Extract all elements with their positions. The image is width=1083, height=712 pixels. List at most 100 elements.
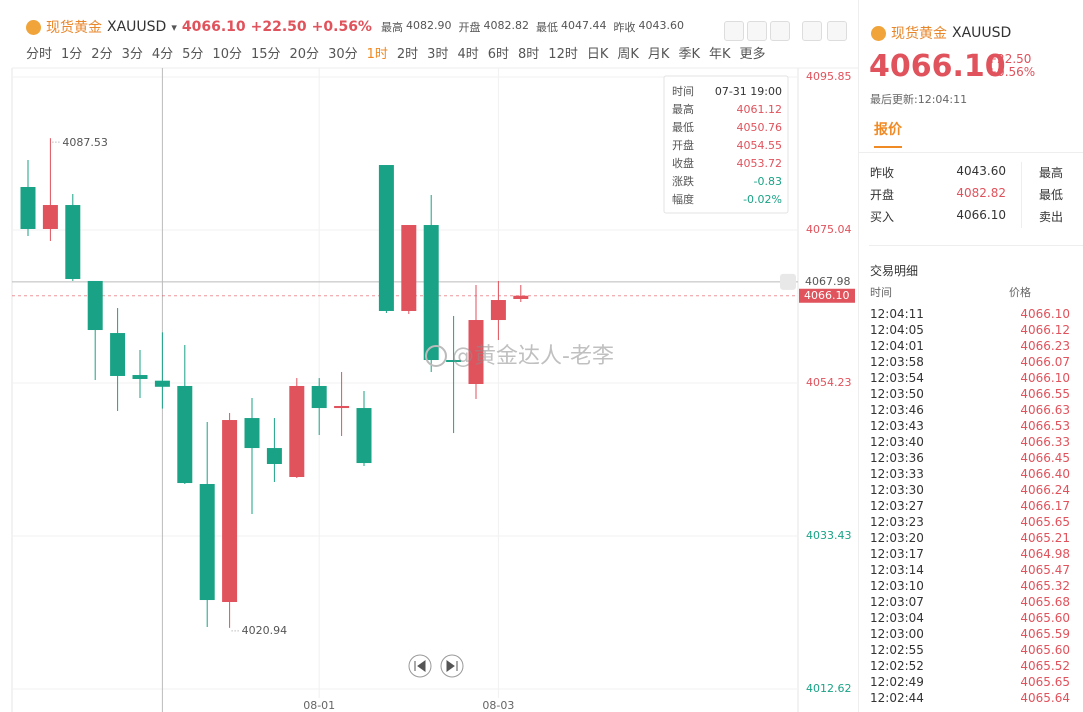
- timeframe[interactable]: 1分: [61, 47, 83, 62]
- tooltip-label: 最高: [672, 102, 694, 116]
- y-tick-label: 4012.62: [806, 682, 852, 695]
- trade-time: 12:03:04: [870, 611, 924, 625]
- trade-time: 12:02:49: [870, 675, 924, 689]
- tooltip-value: 07-31 19:00: [715, 85, 782, 98]
- change: +22.50: [987, 52, 1032, 66]
- alert-icon: [780, 273, 796, 290]
- dropdown-arrow[interactable]: ▾: [171, 20, 177, 34]
- timeframe[interactable]: 4时: [457, 47, 479, 62]
- stat-value: 4082.90: [405, 19, 452, 32]
- watermark-icon: [425, 345, 447, 367]
- trade-price: 4066.10: [1020, 371, 1070, 385]
- high-annotation: 4087.53: [62, 136, 108, 149]
- tooltip-value: -0.83: [754, 175, 782, 188]
- timeframe[interactable]: 20分: [289, 47, 320, 62]
- trade-row: 12:03:54 4066.10: [870, 371, 1070, 387]
- candle-body: [199, 483, 215, 601]
- candle-body: [244, 418, 260, 449]
- trade-time: 12:04:11: [870, 307, 924, 321]
- trade-time: 12:03:58: [870, 355, 924, 369]
- candle-body: [65, 205, 81, 279]
- trade-time: 12:02:44: [870, 691, 924, 705]
- quote-value: 4082.82: [956, 186, 1006, 200]
- prev-icon: [414, 660, 426, 672]
- timeframe[interactable]: 月K: [647, 47, 670, 62]
- more[interactable]: 更多: [739, 47, 766, 62]
- quote-label: 最低: [1039, 188, 1064, 202]
- trade-row: 12:03:00 4065.59: [870, 627, 1070, 643]
- trade-price: 4066.40: [1020, 467, 1070, 481]
- timeframe[interactable]: 4分: [151, 47, 174, 62]
- timeframe[interactable]: 8时: [518, 47, 540, 62]
- close-button[interactable]: [827, 21, 847, 41]
- trade-price: 4066.53: [1020, 419, 1070, 433]
- timeframe[interactable]: 3分: [121, 47, 143, 62]
- quote-label: 卖出: [1039, 210, 1064, 224]
- tool-button[interactable]: [802, 21, 822, 41]
- symbol[interactable]: XAUUSD: [107, 19, 167, 35]
- timeframe[interactable]: 2分: [91, 47, 113, 62]
- tool-button[interactable]: [724, 21, 744, 41]
- quote-value: 4066.10: [956, 208, 1006, 222]
- trade-time: 12:03:10: [870, 579, 924, 593]
- trade-time: 12:03:40: [870, 435, 924, 449]
- timeframe[interactable]: 15分: [250, 47, 281, 62]
- y-tick-label: 4095.85: [806, 70, 852, 83]
- x-tick-label: 08-01: [303, 699, 335, 712]
- next-icon: [446, 660, 458, 672]
- panel-name: 现货黄金 XAUUSD: [871, 23, 1011, 43]
- trade-price: 4066.07: [1020, 355, 1070, 369]
- divider: [869, 245, 1083, 246]
- candle-body: [132, 375, 148, 379]
- timeframe[interactable]: 季K: [678, 47, 700, 62]
- candle-body: [401, 225, 417, 311]
- chart: 4095.85 4075.04 4054.23 4033.43 4012.62 08-01…: [11, 67, 858, 712]
- timeframe[interactable]: 年K: [708, 47, 731, 62]
- trade-row: 12:03:10 4065.32: [870, 579, 1070, 595]
- tooltip-label: 收盘: [672, 156, 694, 170]
- trade-row: 12:02:52 4065.52: [870, 659, 1070, 675]
- timeframe[interactable]: 3时: [427, 47, 449, 62]
- timeframe[interactable]: 12时: [548, 47, 578, 62]
- trade-price: 4065.21: [1020, 531, 1070, 545]
- divider: [1021, 162, 1022, 228]
- y-tick-label: 4075.04: [806, 223, 852, 236]
- timeframe[interactable]: 日K: [586, 47, 609, 62]
- trade-time: 12:03:30: [870, 483, 924, 497]
- timeframe[interactable]: 分时: [26, 47, 53, 62]
- trade-time: 12:03:23: [870, 515, 924, 529]
- trade-row: 12:04:01 4066.23: [870, 339, 1070, 355]
- timeframe[interactable]: 6时: [487, 47, 510, 62]
- col-header: 价格: [1009, 286, 1031, 299]
- price: 4066.10: [181, 19, 246, 35]
- y-tick-label: 4054.23: [806, 376, 852, 389]
- timeframe[interactable]: 1时: [366, 47, 388, 62]
- quote-label: 最高: [1039, 166, 1064, 180]
- timeframe[interactable]: 10分: [212, 47, 242, 62]
- tool-button[interactable]: [770, 21, 790, 41]
- tool-button[interactable]: [747, 21, 767, 41]
- timeframe[interactable]: 周K: [617, 47, 639, 62]
- timeframe[interactable]: 2时: [396, 47, 419, 62]
- trade-price: 4066.33: [1020, 435, 1070, 449]
- timeframe[interactable]: 30分: [328, 47, 358, 62]
- trade-time: 12:04:01: [870, 339, 924, 353]
- side-panel: 现货黄金 XAUUSD 4066.10 +22.50 +0.56% 最后更新:12:…: [858, 0, 1083, 712]
- candle-body: [289, 385, 305, 478]
- col-header: 时间: [870, 286, 892, 299]
- stat-label: 昨收: [613, 21, 636, 34]
- trade-price: 4065.32: [1020, 579, 1070, 593]
- change: +22.50 +0.56%: [987, 53, 1035, 79]
- trade-price: 4065.64: [1020, 691, 1070, 705]
- trade-price: 4066.10: [1020, 307, 1070, 321]
- trade-row: 12:03:40 4066.33: [870, 435, 1070, 451]
- timeframe[interactable]: 5分: [182, 47, 204, 62]
- change-pct: +0.56%: [311, 19, 372, 35]
- trade-time: 12:03:14: [870, 563, 924, 577]
- candle-body: [222, 420, 238, 603]
- tooltip-label: 时间: [672, 85, 694, 98]
- tab[interactable]: 报价: [874, 119, 902, 148]
- coin-icon: [871, 25, 886, 41]
- trade-price: 4066.17: [1020, 499, 1070, 513]
